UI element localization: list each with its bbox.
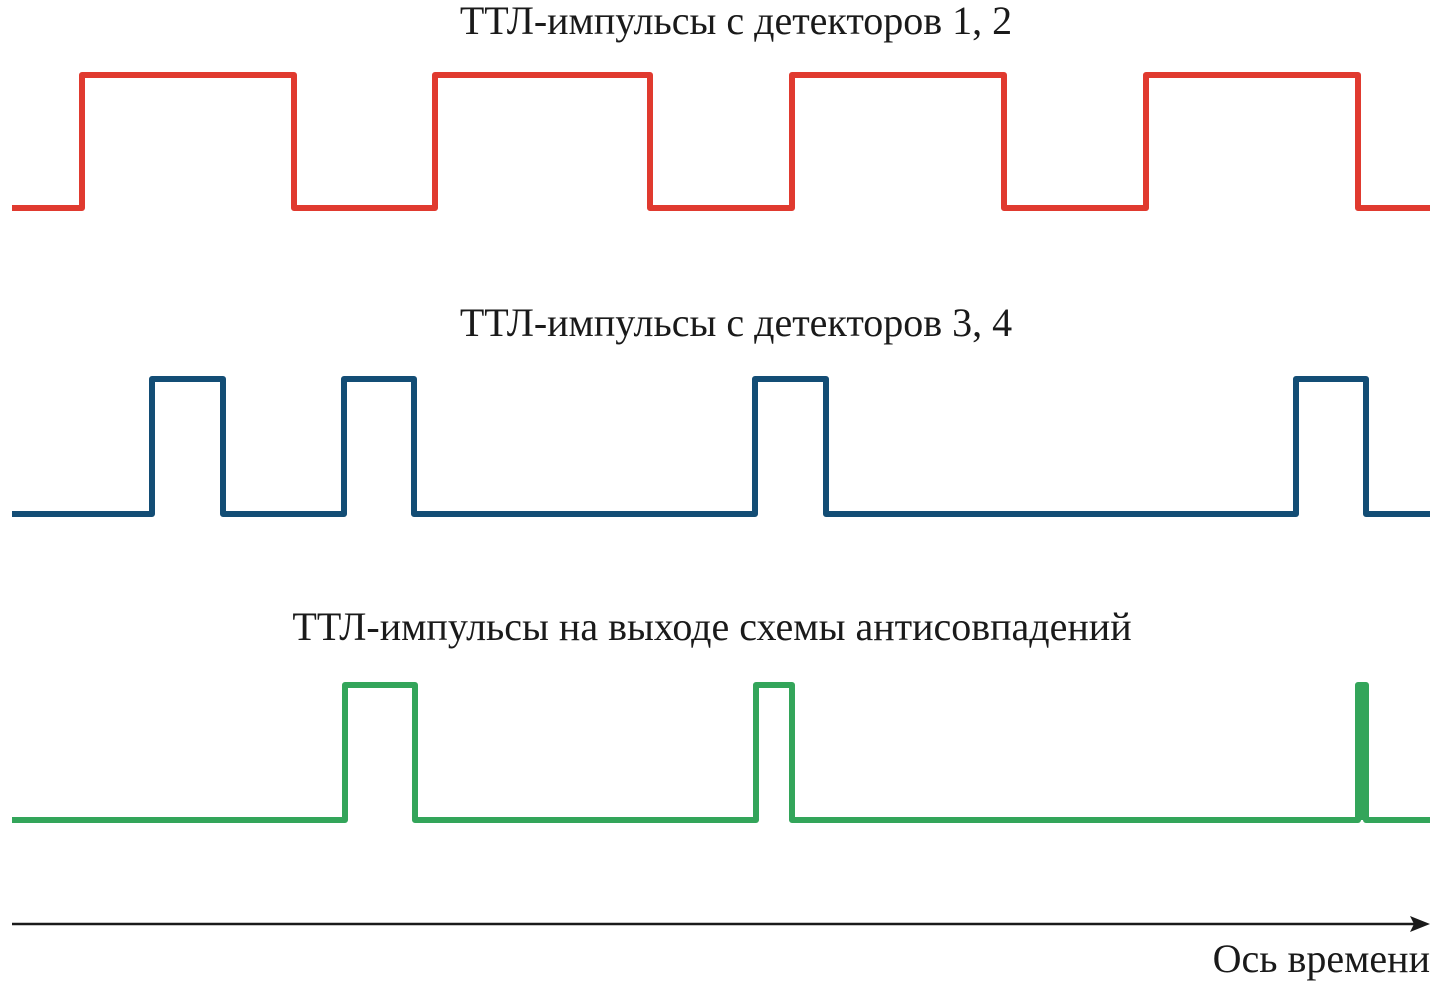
signal-title: ТТЛ-импульсы на выходе схемы антисовпаде…	[292, 604, 1131, 649]
signal-title: ТТЛ-импульсы с детекторов 1, 2	[460, 0, 1012, 43]
axis-label: Ось времени	[1213, 936, 1430, 981]
green-spike	[1357, 683, 1367, 820]
signal-title: ТТЛ-импульсы с детекторов 3, 4	[460, 300, 1012, 345]
blue-waveform	[12, 376, 1430, 517]
axis-arrow	[1410, 916, 1430, 932]
green-waveform	[12, 682, 1430, 823]
red-waveform	[12, 72, 1430, 211]
